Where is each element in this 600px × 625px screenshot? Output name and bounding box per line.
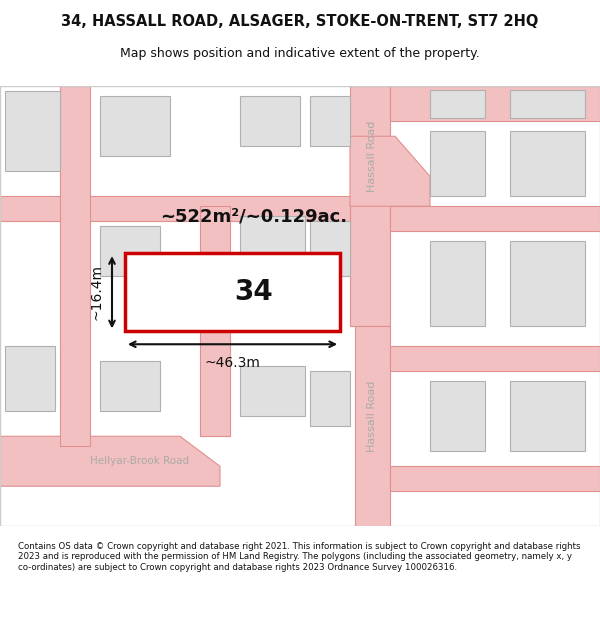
Bar	[240, 96, 300, 146]
Bar	[310, 221, 350, 276]
Polygon shape	[60, 86, 90, 446]
Bar	[510, 131, 585, 196]
Bar	[240, 366, 305, 416]
Text: Contains OS data © Crown copyright and database right 2021. This information is : Contains OS data © Crown copyright and d…	[18, 542, 581, 572]
Bar	[5, 91, 60, 171]
Bar	[430, 381, 485, 451]
Text: Hassall Road: Hassall Road	[367, 121, 377, 192]
Text: Map shows position and indicative extent of the property.: Map shows position and indicative extent…	[120, 48, 480, 61]
Bar	[430, 90, 485, 118]
Polygon shape	[355, 326, 390, 526]
Bar	[5, 346, 55, 411]
Bar	[100, 226, 160, 276]
Bar	[430, 131, 485, 196]
Text: ~16.4m: ~16.4m	[90, 264, 104, 320]
Polygon shape	[350, 136, 430, 206]
Polygon shape	[0, 196, 350, 221]
Text: 34, HASSALL ROAD, ALSAGER, STOKE-ON-TRENT, ST7 2HQ: 34, HASSALL ROAD, ALSAGER, STOKE-ON-TREN…	[61, 14, 539, 29]
Bar	[100, 96, 170, 156]
Bar	[430, 241, 485, 326]
Polygon shape	[350, 86, 390, 326]
Polygon shape	[0, 436, 220, 486]
Bar	[510, 381, 585, 451]
Bar	[510, 241, 585, 326]
Text: 34: 34	[235, 278, 274, 306]
Polygon shape	[390, 86, 600, 121]
Bar	[310, 371, 350, 426]
Bar	[240, 216, 305, 266]
Bar	[125, 253, 340, 331]
Bar	[310, 96, 350, 146]
Text: Hellyar-Brook Road: Hellyar-Brook Road	[90, 456, 189, 466]
Polygon shape	[200, 206, 230, 436]
Polygon shape	[390, 206, 600, 231]
Polygon shape	[390, 346, 600, 371]
Bar	[100, 361, 160, 411]
Bar	[510, 90, 585, 118]
Polygon shape	[390, 466, 600, 491]
Text: ~522m²/~0.129ac.: ~522m²/~0.129ac.	[160, 208, 347, 225]
Text: Hassall Road: Hassall Road	[367, 381, 377, 452]
Text: ~46.3m: ~46.3m	[205, 356, 260, 370]
